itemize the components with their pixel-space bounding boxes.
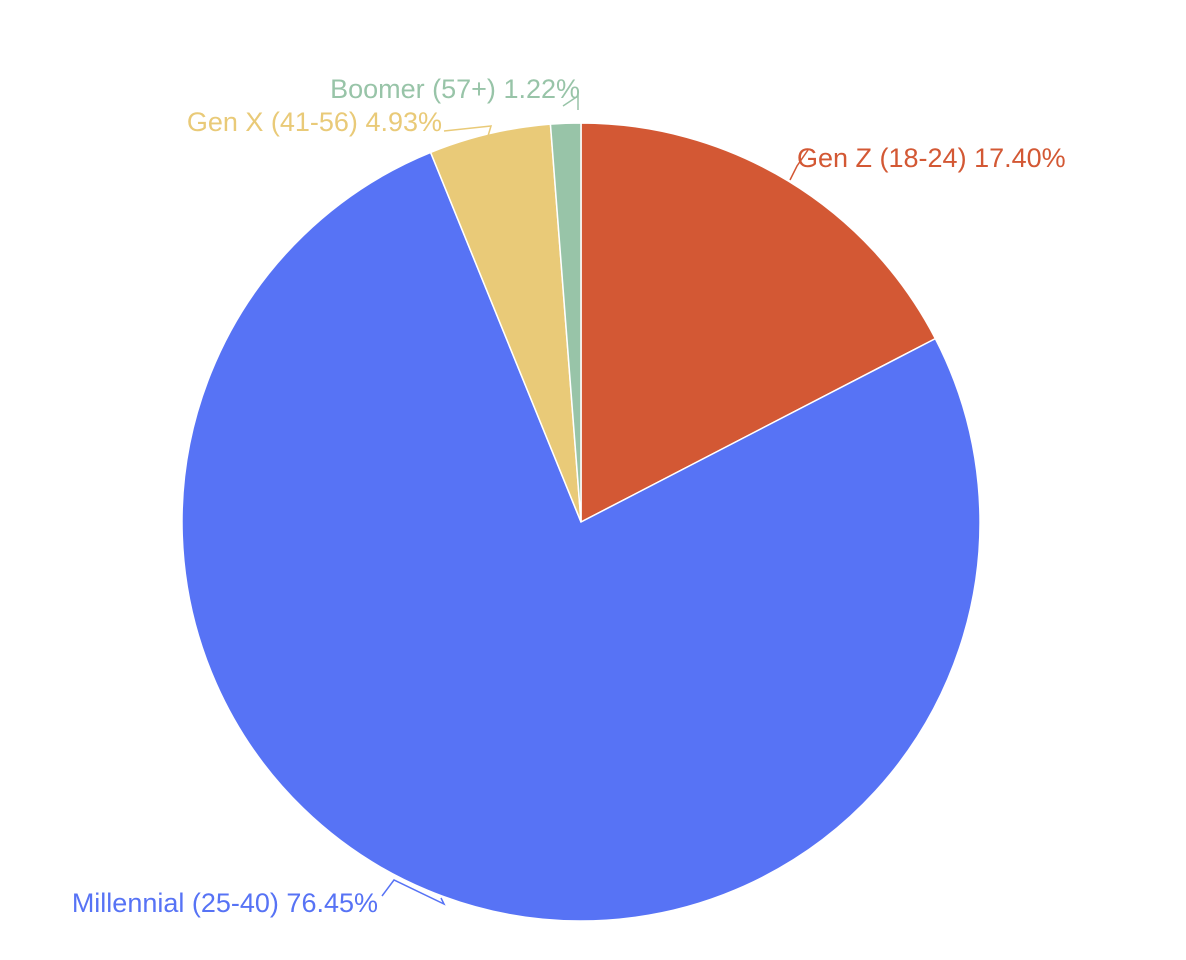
leader-line	[381, 879, 446, 906]
leader-lines	[381, 94, 809, 906]
slice-label: Gen X (41-56) 4.93%	[187, 107, 442, 137]
slice-label-value: 76.45%	[286, 888, 378, 918]
slice-label-value: 4.93%	[365, 107, 442, 137]
pie-slice-millennial[interactable]	[181, 151, 981, 922]
pie-slice-gen[interactable]	[580, 122, 937, 524]
slice-label: Boomer (57+) 1.22%	[330, 74, 580, 104]
pie-slice-boomer[interactable]	[549, 122, 582, 523]
slice-label: Gen Z (18-24) 17.40%	[797, 143, 1066, 173]
leader-line	[789, 149, 809, 181]
slice-label-value: 17.40%	[974, 143, 1066, 173]
slice-label-name: Gen Z (18-24)	[797, 143, 967, 173]
slice-label-value: 1.22%	[503, 74, 580, 104]
pie-slices	[181, 122, 981, 922]
leader-line	[443, 125, 493, 137]
slice-label-name: Gen X (41-56)	[187, 107, 358, 137]
slice-label-name: Millennial (25-40)	[72, 888, 279, 918]
leader-line	[562, 94, 579, 110]
slice-label: Millennial (25-40) 76.45%	[72, 888, 378, 918]
slice-labels: Gen Z (18-24) 17.40% Millennial (25-40) 7…	[72, 74, 1066, 918]
slice-label-name: Boomer (57+)	[330, 74, 496, 104]
